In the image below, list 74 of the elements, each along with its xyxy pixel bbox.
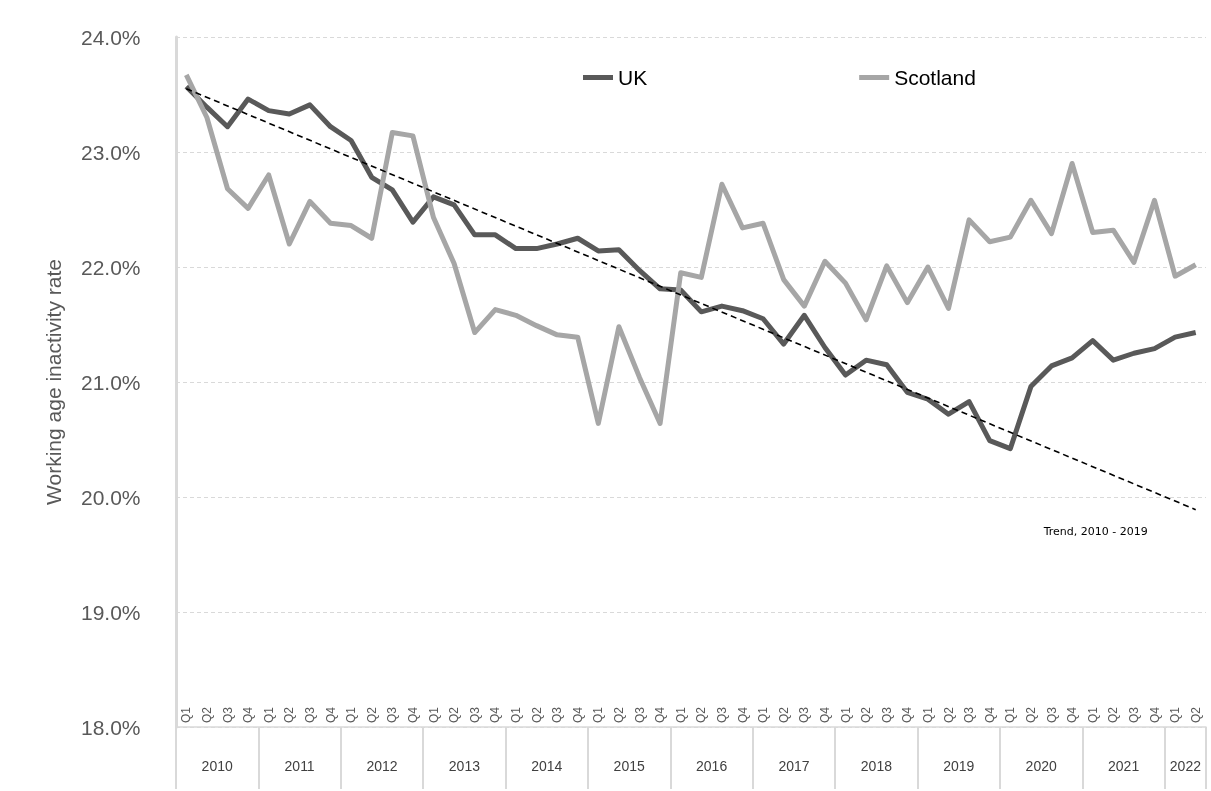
y-tick-label: 21.0%	[81, 370, 141, 394]
x-tick-label: Q4	[570, 706, 585, 723]
x-tick-label: Q4	[405, 706, 420, 723]
x-tick-label: Q4	[488, 706, 503, 723]
text: 2021	[1108, 758, 1140, 774]
text: 2010	[201, 758, 233, 774]
text: 2017	[778, 758, 810, 774]
x-tick-label: Q4	[817, 706, 832, 723]
x-tick-label: Q1	[920, 706, 935, 723]
legend-label: Scotland	[894, 66, 976, 89]
x-tick-label: Q3	[1044, 706, 1059, 723]
text: 2015	[613, 758, 645, 774]
x-tick-label: Q3	[632, 706, 647, 723]
x-tick-label: Q1	[673, 706, 688, 723]
y-tick-label: 20.0%	[81, 485, 141, 509]
text: 2020	[1025, 758, 1057, 774]
x-tick-label: Q2	[282, 706, 297, 723]
x-tick-label: Q2	[1106, 706, 1121, 723]
x-tick-label: Q2	[941, 706, 956, 723]
text: 2014	[531, 758, 563, 774]
x-tick-label: Q2	[199, 706, 214, 723]
x-tick-label: Q4	[241, 706, 256, 723]
x-tick-label: Q1	[838, 706, 853, 723]
x-tick-label: Q1	[344, 706, 359, 723]
x-tick-label: Q2	[447, 706, 462, 723]
x-tick-label: Q2	[859, 706, 874, 723]
x-tick-label: Q3	[879, 706, 894, 723]
text: 2022	[1169, 758, 1202, 774]
x-tick-label: Q3	[385, 706, 400, 723]
x-tick-label: Q4	[1065, 706, 1080, 723]
x-tick-label: Q3	[714, 706, 729, 723]
x-tick-label: Q4	[735, 706, 750, 723]
x-tick-label: Q4	[653, 706, 668, 723]
x-tick-label: Q3	[962, 706, 977, 723]
x-tick-label: Q1	[261, 706, 276, 723]
y-tick-label: 18.0%	[81, 715, 141, 739]
x-tick-label: Q2	[1188, 706, 1203, 723]
x-tick-label: Q3	[467, 706, 482, 723]
x-tick-label: Q1	[1168, 706, 1183, 723]
x-tick-label: Q2	[529, 706, 544, 723]
x-tick-label: Q3	[1126, 706, 1141, 723]
x-tick-label: Q2	[694, 706, 709, 723]
y-tick-label: 24.0%	[81, 25, 141, 49]
text: Trend, 2010 - 2019	[1042, 525, 1148, 539]
text: 2019	[943, 758, 975, 774]
x-tick-label: Q4	[900, 706, 915, 723]
x-tick-label: Q4	[1147, 706, 1162, 723]
x-tick-label: Q2	[611, 706, 626, 723]
x-tick-label: Q1	[756, 706, 771, 723]
text: 2013	[448, 758, 481, 774]
x-tick-label: Q1	[426, 706, 441, 723]
x-tick-label: Q3	[302, 706, 317, 723]
x-tick-label: Q1	[1085, 706, 1100, 723]
y-axis-title: Working age inactivity rate	[42, 259, 65, 505]
x-tick-label: Q1	[179, 706, 194, 723]
y-tick-label: 19.0%	[81, 600, 141, 624]
text: 2012	[366, 758, 398, 774]
x-tick-label: Q3	[797, 706, 812, 723]
x-tick-label: Q2	[1023, 706, 1038, 723]
x-tick-label: Q4	[982, 706, 997, 723]
y-tick-label: 22.0%	[81, 255, 141, 279]
y-tick-label: 23.0%	[81, 140, 141, 164]
x-tick-label: Q1	[1003, 706, 1018, 723]
x-tick-label: Q3	[550, 706, 565, 723]
legend-label: UK	[618, 66, 648, 89]
text: 2018	[860, 758, 893, 774]
text: 2011	[284, 758, 315, 774]
text: 2016	[696, 758, 728, 774]
x-tick-label: Q3	[220, 706, 235, 723]
x-tick-label: Q2	[776, 706, 791, 723]
x-tick-label: Q1	[508, 706, 523, 723]
x-tick-label: Q1	[591, 706, 606, 723]
x-tick-label: Q4	[323, 706, 338, 723]
x-tick-label: Q2	[364, 706, 379, 723]
